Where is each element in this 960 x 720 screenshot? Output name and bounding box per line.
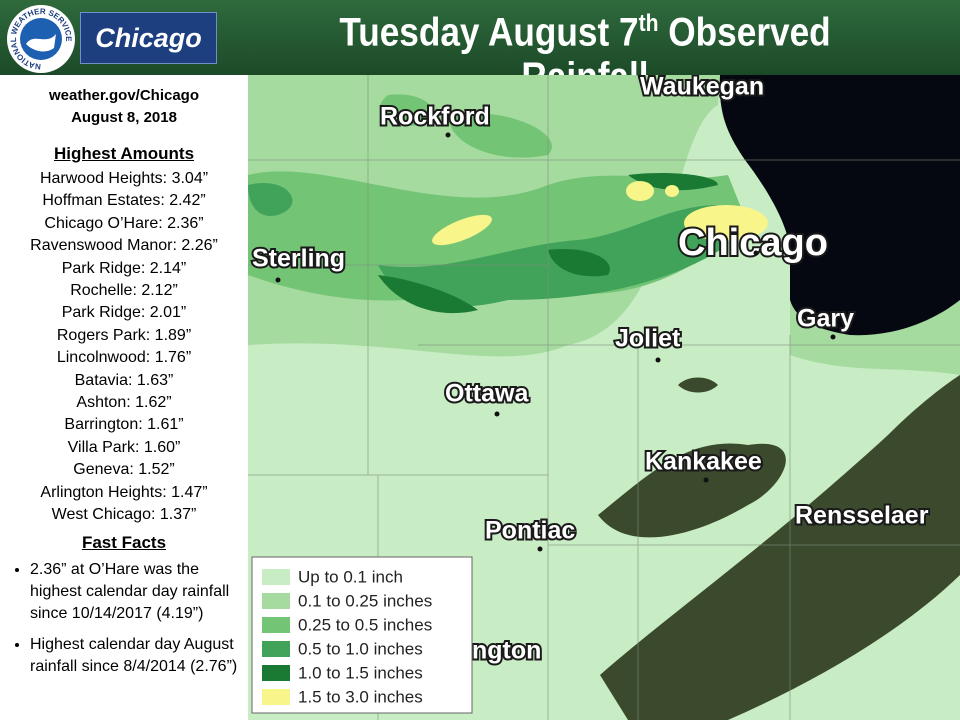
legend-label: 1.5 to 3.0 inches bbox=[298, 687, 423, 706]
title-sup: th bbox=[638, 10, 659, 37]
amount: Park Ridge: 2.01” bbox=[61, 304, 187, 322]
amount: Geneva: 1.52” bbox=[73, 461, 175, 479]
city-label: Rensselaer bbox=[795, 502, 929, 530]
legend-swatch bbox=[262, 569, 290, 585]
logo: NATIONAL WEATHER SERVICE bbox=[7, 5, 75, 73]
amount: West Chicago: 1.37” bbox=[51, 506, 197, 524]
office-badge: Chicago bbox=[80, 12, 217, 64]
city-label: Kankakee bbox=[645, 448, 762, 476]
city-dot bbox=[655, 357, 661, 363]
amount: Rochelle: 2.12” bbox=[70, 282, 178, 300]
facts-heading: Fast Facts bbox=[81, 532, 167, 552]
legend-swatch bbox=[262, 665, 290, 681]
city-label: Pontiac bbox=[485, 517, 575, 545]
legend-label: 0.1 to 0.25 inches bbox=[298, 591, 432, 610]
city-label: Sterling bbox=[252, 245, 345, 273]
title-main: Tuesday August 7 bbox=[339, 10, 639, 55]
legend-swatch bbox=[262, 641, 290, 657]
city-dot bbox=[494, 411, 500, 417]
amounts-heading: Highest Amounts bbox=[53, 144, 195, 163]
amounts-list: Harwood Heights: 3.04” Hoffman Estates: 2… bbox=[0, 168, 248, 527]
city-label: Ottawa bbox=[445, 380, 529, 408]
map: Waukegan Rockford Chicago Sterling Gary Jolie… bbox=[248, 75, 960, 720]
date: August 8, 2018 bbox=[71, 109, 177, 126]
legend-label: Up to 0.1 inch bbox=[298, 567, 403, 586]
city-label: Gary bbox=[797, 305, 854, 333]
fact: Highest calendar day August rainfall sin… bbox=[30, 634, 248, 678]
fact: 2.36” at O’Hare was the highest calendar… bbox=[30, 559, 248, 625]
amount: Park Ridge: 2.14” bbox=[61, 259, 187, 277]
city-dot bbox=[275, 277, 281, 283]
sidebar: weather.gov/Chicago August 8, 2018 Highe… bbox=[0, 75, 248, 720]
city-dot bbox=[445, 132, 451, 138]
city-label: Rockford bbox=[380, 103, 490, 131]
amount: Villa Park: 1.60” bbox=[67, 438, 181, 456]
city-dot bbox=[703, 477, 709, 483]
facts-list: 2.36” at O’Hare was the highest calendar… bbox=[0, 559, 248, 678]
amount: Rogers Park: 1.89” bbox=[56, 326, 192, 344]
legend-label: 0.25 to 0.5 inches bbox=[298, 615, 432, 634]
legend-swatch bbox=[262, 617, 290, 633]
city-dot bbox=[830, 334, 836, 340]
amount: Arlington Heights: 1.47” bbox=[40, 483, 208, 501]
city-dot bbox=[537, 546, 543, 552]
city-dot bbox=[753, 250, 759, 256]
city-label: Chicago bbox=[678, 222, 828, 264]
amount: Barrington: 1.61” bbox=[64, 416, 184, 434]
amount: Ashton: 1.62” bbox=[76, 394, 172, 412]
amount: Batavia: 1.63” bbox=[74, 371, 174, 389]
amount: Chicago O’Hare: 2.36” bbox=[44, 214, 204, 232]
header: NATIONAL WEATHER SERVICE Chicago Tuesday… bbox=[0, 0, 960, 99]
city-label: Joliet bbox=[615, 325, 681, 353]
legend-swatch bbox=[262, 593, 290, 609]
amount: Lincolnwood: 1.76” bbox=[56, 349, 192, 367]
legend-swatch bbox=[262, 689, 290, 705]
legend-label: 0.5 to 1.0 inches bbox=[298, 639, 423, 658]
legend-label: 1.0 to 1.5 inches bbox=[298, 663, 423, 682]
website: weather.gov/Chicago bbox=[48, 87, 200, 104]
amount: Hoffman Estates: 2.42” bbox=[42, 192, 206, 210]
amount: Ravenswood Manor: 2.26” bbox=[30, 237, 218, 255]
amount: Harwood Heights: 3.04” bbox=[39, 170, 209, 187]
city-label: Waukegan bbox=[640, 75, 764, 101]
city-label: ington bbox=[465, 637, 541, 665]
